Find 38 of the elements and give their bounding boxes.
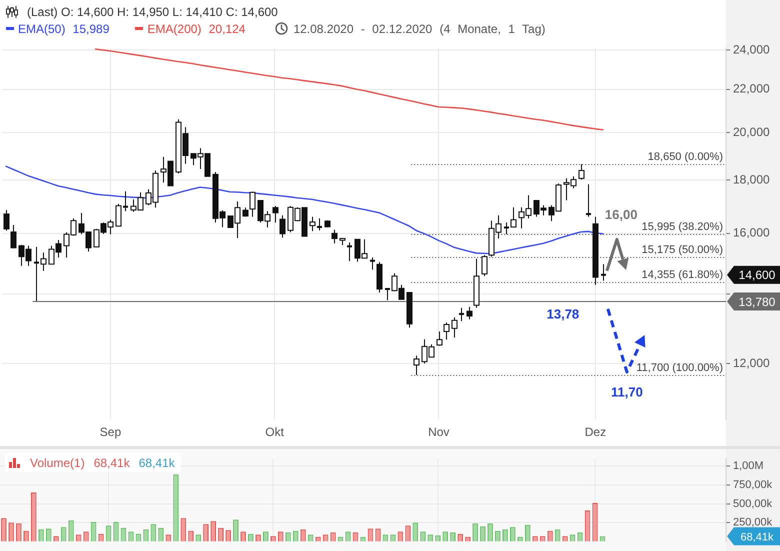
y-tick-label: 750,00k bbox=[733, 478, 773, 491]
y-tick-label: 18,000 bbox=[733, 172, 770, 186]
x-tick-label: Okt bbox=[265, 425, 285, 440]
annotation: 68,41k bbox=[94, 456, 130, 470]
y-tick-label: 24,000 bbox=[733, 42, 770, 56]
ref-line-label: 14,355 (61.80%) bbox=[642, 269, 723, 282]
annotation: 11,70 bbox=[610, 384, 643, 400]
ref-line-label: 13,780 bbox=[738, 294, 776, 309]
ref-line-label: 18,650 (0.00%) bbox=[648, 151, 723, 164]
x-tick-label: Nov bbox=[428, 425, 450, 440]
ref-line-label: 11,700 (100.00%) bbox=[636, 362, 723, 374]
chart-subtitle: 12.08.2020 - 02.12.2020 (4 Monate, 1 Tag) bbox=[293, 22, 546, 36]
candlestick bbox=[370, 257, 375, 270]
text: 68,41k bbox=[740, 531, 774, 544]
x-tick-label: Dez bbox=[584, 425, 606, 440]
text: 14,600 bbox=[738, 268, 776, 282]
chart-title: Volume(1) bbox=[30, 456, 85, 470]
y-tick-label: 16,000 bbox=[733, 226, 770, 240]
annotation: 13,78 bbox=[546, 306, 580, 322]
candlestick bbox=[586, 184, 591, 218]
y-tick-label: 1,00M bbox=[733, 460, 764, 472]
candlestick bbox=[347, 242, 352, 262]
ref-line-label: 15,995 (38.20%) bbox=[642, 221, 723, 234]
x-tick-label: Sep bbox=[100, 425, 122, 440]
candlestick bbox=[601, 264, 606, 282]
annotation: 68,41k bbox=[138, 456, 175, 470]
y-tick-label: 12,000 bbox=[733, 356, 770, 370]
y-tick-label: 22,000 bbox=[733, 82, 770, 96]
candlestick bbox=[459, 307, 464, 322]
ref-line-label: 15,175 (50.00%) bbox=[642, 244, 723, 256]
legend-label: EMA(200) 20,124 bbox=[147, 22, 246, 36]
chart-title: (Last) O: 14,600 H: 14,950 L: 14,410 C: 14,600 bbox=[27, 4, 278, 18]
legend-label: EMA(50) 15,989 bbox=[18, 22, 110, 36]
annotation: 16,00 bbox=[604, 207, 638, 222]
y-tick-label: 500,00k bbox=[733, 498, 773, 510]
y-tick-label: 250,00k bbox=[733, 516, 773, 529]
y-tick-label: 20,000 bbox=[733, 124, 770, 139]
candlestick bbox=[317, 218, 322, 231]
